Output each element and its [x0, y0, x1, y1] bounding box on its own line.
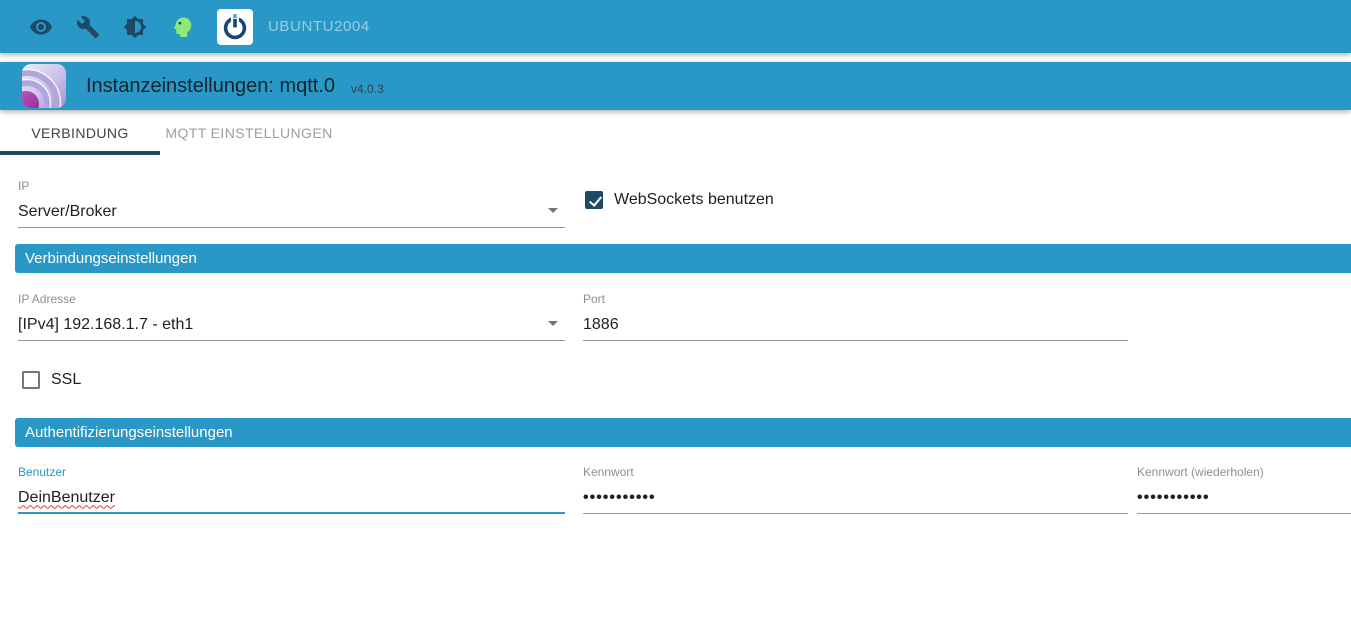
websockets-checkbox-row[interactable]: WebSockets benutzen: [585, 191, 774, 209]
brightness-icon[interactable]: [123, 15, 147, 39]
ssl-checkbox[interactable]: [22, 371, 40, 389]
expert-mode-icon[interactable]: [170, 15, 194, 39]
ip-type-select[interactable]: IP Server/Broker: [18, 179, 565, 228]
connection-form: IP Server/Broker WebSockets benutzen Ver…: [0, 179, 1351, 514]
instance-settings-titlebar: Instanzeinstellungen: mqtt.0 v4.0.3: [0, 62, 1351, 110]
ip-address-label: IP Adresse: [18, 292, 76, 306]
host-label: UBUNTU2004: [268, 18, 370, 35]
tab-mqtt-einstellungen[interactable]: MQTT EINSTELLUNGEN: [165, 124, 333, 141]
adapter-version: v4.0.3: [351, 82, 384, 96]
app-bar: UBUNTU2004: [0, 0, 1351, 53]
tab-verbindung[interactable]: VERBINDUNG: [31, 124, 129, 141]
websockets-checkbox[interactable]: [585, 191, 603, 209]
chevron-down-icon[interactable]: [548, 208, 558, 213]
ip-address-value: [IPv4] 192.168.1.7 - eth1: [18, 315, 194, 333]
mqtt-adapter-icon: [22, 64, 66, 108]
user-field[interactable]: Benutzer DeinBenutzer: [18, 465, 565, 514]
ssl-checkbox-label[interactable]: SSL: [51, 371, 82, 388]
active-tab-indicator: [0, 151, 160, 155]
password-label: Kennwort: [583, 465, 634, 479]
password-field[interactable]: Kennwort •••••••••••: [583, 465, 1128, 514]
user-value[interactable]: DeinBenutzer: [18, 488, 115, 506]
password-value[interactable]: •••••••••••: [583, 488, 656, 506]
password-repeat-value[interactable]: •••••••••••: [1137, 488, 1210, 506]
chevron-down-icon[interactable]: [548, 321, 558, 326]
password-repeat-field[interactable]: Kennwort (wiederholen) •••••••••••: [1137, 465, 1351, 514]
iobroker-logo[interactable]: [217, 8, 253, 45]
password-repeat-label: Kennwort (wiederholen): [1137, 465, 1264, 479]
ssl-checkbox-row[interactable]: SSL: [22, 371, 1351, 389]
user-label: Benutzer: [18, 465, 67, 479]
port-label: Port: [583, 292, 606, 306]
ip-address-select[interactable]: IP Adresse [IPv4] 192.168.1.7 - eth1: [18, 292, 565, 341]
auth-section-header: Authentifizierungseinstellungen: [15, 418, 1351, 447]
port-field[interactable]: Port 1886: [583, 292, 1128, 341]
settings-tabs: VERBINDUNG MQTT EINSTELLUNGEN: [0, 110, 1351, 155]
page-title: Instanzeinstellungen: mqtt.0: [86, 74, 336, 97]
ip-type-label: IP: [18, 179, 30, 193]
port-value: 1886: [583, 315, 619, 333]
websockets-checkbox-label[interactable]: WebSockets benutzen: [614, 191, 774, 208]
connection-section-header: Verbindungseinstellungen: [15, 244, 1351, 273]
ip-type-value: Server/Broker: [18, 202, 117, 220]
visibility-icon[interactable]: [29, 15, 53, 39]
wrench-icon[interactable]: [76, 15, 100, 39]
